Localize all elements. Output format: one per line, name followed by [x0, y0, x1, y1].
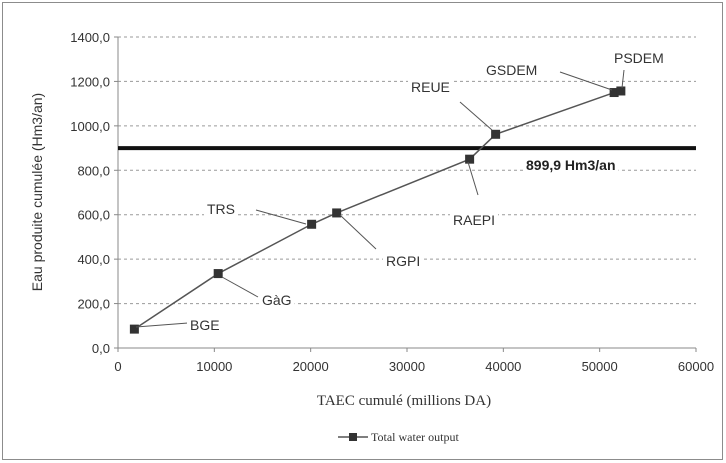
annotation-leader-line — [467, 161, 479, 196]
y-tick-label: 1000,0 — [70, 119, 110, 134]
annotation-leader-line — [221, 276, 259, 298]
annotation-label: RAEPI — [453, 212, 495, 228]
annotation-label-background — [408, 78, 453, 96]
y-tick-labels: 0,0 200,0 400,0 600,0 800,0 1000,0 1200,0 1400,… — [70, 30, 110, 356]
series-group — [129, 86, 626, 334]
legend: Total water output — [338, 430, 459, 444]
data-point-marker — [129, 324, 139, 334]
x-tick-label: 10000 — [196, 359, 232, 374]
x-axis-label: TAEC cumulé (millions DA) — [317, 393, 491, 409]
x-tick-label: 20000 — [293, 359, 329, 374]
annotation-label-background — [450, 211, 499, 229]
annotation-leader-line — [621, 69, 625, 89]
y-tick-label: 200,0 — [77, 297, 110, 312]
grid-lines — [118, 36, 696, 305]
threshold-group: 899,9 Hm3/an — [118, 146, 696, 174]
x-tick-labels: 0 10000 20000 30000 40000 50000 60000 — [114, 359, 714, 374]
annotation-label-background — [383, 252, 424, 270]
y-tick-label: 1200,0 — [70, 74, 110, 89]
x-tick-label: 0 — [114, 359, 121, 374]
annotation-label: TRS — [207, 201, 235, 217]
annotation-leader-line — [459, 101, 493, 131]
y-tick-label: 400,0 — [77, 252, 110, 267]
x-tick-label: 60000 — [678, 359, 714, 374]
legend-marker — [349, 433, 357, 441]
data-point-marker — [491, 129, 501, 139]
data-point-marker — [307, 219, 317, 229]
y-tick-label: 1400,0 — [70, 30, 110, 45]
y-axis-label: Eau produite cumulée (Hm3/an) — [29, 93, 45, 291]
annotation-label-background — [483, 61, 541, 79]
series-line — [133, 90, 622, 330]
annotation-label-background — [611, 49, 667, 67]
annotation-leader-line — [559, 71, 613, 91]
y-tick-label: 600,0 — [77, 208, 110, 223]
y-tick-label: 0,0 — [92, 341, 110, 356]
y-tick-label: 800,0 — [77, 163, 110, 178]
data-point-marker — [465, 154, 475, 164]
x-tick-label: 30000 — [389, 359, 425, 374]
annotation-group: BGE GàG TRS RGPI RAEPI REUE GSDEM PSDEM — [135, 49, 667, 334]
data-point-marker — [213, 269, 223, 279]
annotation-label-background — [204, 200, 238, 218]
axes — [114, 36, 697, 352]
data-point-marker — [616, 86, 626, 96]
annotation-label: RGPI — [386, 253, 420, 269]
data-point-marker — [609, 88, 619, 98]
annotation-label-background — [187, 316, 223, 334]
annotation-leader-line — [339, 214, 377, 250]
annotation-label: GàG — [262, 292, 292, 308]
annotation-leader-line — [255, 209, 307, 225]
threshold-label-background — [523, 156, 619, 174]
annotation-label-background — [259, 291, 295, 309]
annotation-label: GSDEM — [486, 62, 537, 78]
threshold-label: 899,9 Hm3/an — [526, 157, 616, 173]
data-point-marker — [332, 208, 342, 218]
annotation-leader-line — [135, 322, 189, 328]
legend-label: Total water output — [371, 430, 459, 444]
x-tick-label: 40000 — [485, 359, 521, 374]
annotation-label: REUE — [411, 79, 450, 95]
x-tick-label: 50000 — [582, 359, 618, 374]
annotation-label: PSDEM — [614, 50, 664, 66]
annotation-label: BGE — [190, 317, 220, 333]
